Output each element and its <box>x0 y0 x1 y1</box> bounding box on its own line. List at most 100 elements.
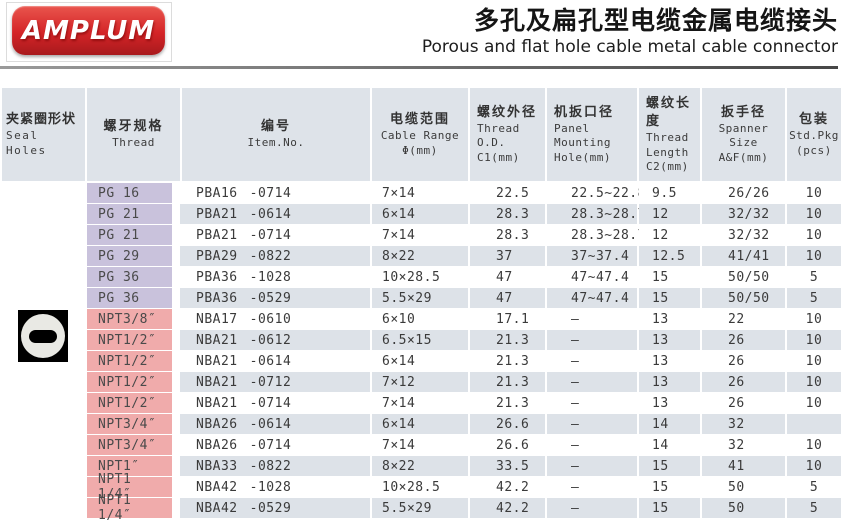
thread-size-cell: PG 36 <box>87 267 172 287</box>
product-spec-table: 夹紧圈形状 Seal Holes 螺牙规格 Thread 编号 Item.No.… <box>2 88 841 520</box>
item-no-cell: NBA33 -0822 <box>180 456 370 476</box>
thread-length-cell: 15 <box>639 477 700 497</box>
item-no-cell: NBA26 -0614 <box>180 414 370 434</box>
panel-hole-cell: – <box>547 498 637 518</box>
thread-size-cell: NPT1/2″ <box>87 393 172 413</box>
item-no-cell: PBA36 -1028 <box>180 267 370 287</box>
column-header-thread-od: 螺纹外径 Thread O.D. C1(mm) <box>470 88 545 181</box>
thread-od-cell: 47 <box>470 288 545 308</box>
std-pkg-cell: 10 <box>787 435 841 455</box>
thread-od-cell: 21.3 <box>470 393 545 413</box>
thread-length-cell: 9.5 <box>639 183 700 203</box>
std-pkg-cell: 10 <box>787 456 841 476</box>
page-header: 多孔及扁孔型电缆金属电缆接头 Porous and flat hole cabl… <box>422 5 838 57</box>
thread-od-cell: 28.3 <box>470 225 545 245</box>
thread-size-cell: NPT1 1/4″ <box>87 472 172 502</box>
logo-text: AMPLUM <box>21 15 156 46</box>
panel-hole-cell: – <box>547 414 637 434</box>
thread-length-cell: 13 <box>639 372 700 392</box>
table-header-row: 夹紧圈形状 Seal Holes 螺牙规格 Thread 编号 Item.No.… <box>2 88 841 181</box>
header-divider <box>0 66 838 69</box>
item-no-cell: NBA21 -0612 <box>180 330 370 350</box>
item-no-cell: PBA29 -0822 <box>180 246 370 266</box>
thread-od-cell: 21.3 <box>470 330 545 350</box>
item-suffix: -0614 <box>249 353 292 369</box>
column-header-zh: 螺牙规格 <box>103 119 164 135</box>
column-header-panel-mounting-hole: 机扳口径 Panel Mounting Hole(mm) <box>547 88 637 181</box>
thread-size-cell: NPT1 1/4″ <box>87 493 172 520</box>
item-suffix: -0714 <box>249 227 292 243</box>
column-header-en: Thread Length C2(mm) <box>646 131 689 173</box>
thread-size-cell: NPT3/4″ <box>87 414 172 434</box>
panel-hole-cell: – <box>547 456 637 476</box>
table-row: NPT1/2″ NBA21 -0712 7×12 21.3 – 13 26 10 <box>87 372 841 392</box>
column-header-thread: 螺牙规格 Thread <box>87 88 180 181</box>
thread-od-cell: 26.6 <box>470 435 545 455</box>
spanner-size-cell: 26 <box>702 393 785 413</box>
cable-range-cell: 10×28.5 <box>372 477 468 497</box>
thread-size-cell: NPT1/2″ <box>87 351 172 371</box>
seal-flat-slot <box>29 329 57 343</box>
column-header-zh: 机扳口径 <box>554 104 615 120</box>
spanner-size-cell: 22 <box>702 309 785 329</box>
cable-range-cell: 8×22 <box>372 246 468 266</box>
item-code: NBA42 <box>196 479 238 495</box>
thread-length-cell: 13 <box>639 330 700 350</box>
cable-range-cell: 5.5×29 <box>372 288 468 308</box>
column-header-spanner-size: 扳手径 Spanner Size A&F(mm) <box>702 88 785 181</box>
thread-od-cell: 17.1 <box>470 309 545 329</box>
table-body: PG 16 PBA16 -0714 7×14 22.5 22.5~22.8 9.… <box>2 183 841 520</box>
item-no-cell: NBA42 -1028 <box>180 477 370 497</box>
item-no-cell: NBA17 -0610 <box>180 309 370 329</box>
std-pkg-cell: 10 <box>787 330 841 350</box>
table-row: NPT1 1/4″ NBA42 -0529 5.5×29 42.2 – 15 5… <box>87 493 841 520</box>
thread-od-cell: 42.2 <box>470 498 545 518</box>
item-no-cell: PBA21 -0714 <box>180 225 370 245</box>
cable-range-cell: 5.5×29 <box>372 498 468 518</box>
item-code: PBA29 <box>196 248 238 264</box>
item-code: PBA21 <box>196 227 238 243</box>
spanner-size-cell: 41/41 <box>702 246 785 266</box>
item-code: PBA36 <box>196 269 238 285</box>
panel-hole-cell: – <box>547 372 637 392</box>
item-suffix: -0714 <box>249 185 292 201</box>
table-row: NPT3/8″ NBA17 -0610 6×10 17.1 – 13 22 10 <box>87 309 841 329</box>
item-no-cell: NBA21 -0614 <box>180 351 370 371</box>
column-header-zh: 夹紧圈形状 <box>6 112 77 128</box>
cable-range-cell: 7×12 <box>372 372 468 392</box>
thread-od-cell: 21.3 <box>470 351 545 371</box>
column-header-en: Item.No. <box>247 136 305 150</box>
item-suffix: -1028 <box>249 269 292 285</box>
item-suffix: -0529 <box>249 500 292 516</box>
column-header-zh: 包装 <box>798 112 829 128</box>
item-code: NBA21 <box>196 332 238 348</box>
item-no-cell: PBA16 -0714 <box>180 183 370 203</box>
page-title-zh: 多孔及扁孔型电缆金属电缆接头 <box>473 6 838 35</box>
item-no-cell: NBA42 -0529 <box>180 498 370 518</box>
panel-hole-cell: 37~37.4 <box>547 246 637 266</box>
spanner-size-cell: 26 <box>702 372 785 392</box>
std-pkg-cell: 10 <box>787 204 841 224</box>
cable-range-cell: 6×14 <box>372 414 468 434</box>
std-pkg-cell: 5 <box>787 477 841 497</box>
spanner-size-cell: 26 <box>702 351 785 371</box>
cable-range-cell: 6×14 <box>372 351 468 371</box>
item-code: NBA21 <box>196 395 238 411</box>
thread-od-cell: 42.2 <box>470 477 545 497</box>
thread-od-cell: 22.5 <box>470 183 545 203</box>
column-header-en: Seal Holes <box>6 129 47 157</box>
thread-od-cell: 33.5 <box>470 456 545 476</box>
panel-hole-cell: – <box>547 393 637 413</box>
std-pkg-cell: 5 <box>787 498 841 518</box>
column-header-thread-length: 螺纹长度 Thread Length C2(mm) <box>639 88 700 181</box>
thread-od-cell: 21.3 <box>470 372 545 392</box>
cable-range-cell: 7×14 <box>372 393 468 413</box>
thread-od-cell: 28.3 <box>470 204 545 224</box>
thread-length-cell: 14 <box>639 435 700 455</box>
item-no-cell: PBA21 -0614 <box>180 204 370 224</box>
item-suffix: -0614 <box>249 206 292 222</box>
std-pkg-cell: 10 <box>787 351 841 371</box>
item-suffix: -0822 <box>249 248 292 264</box>
cable-range-cell: 7×14 <box>372 183 468 203</box>
